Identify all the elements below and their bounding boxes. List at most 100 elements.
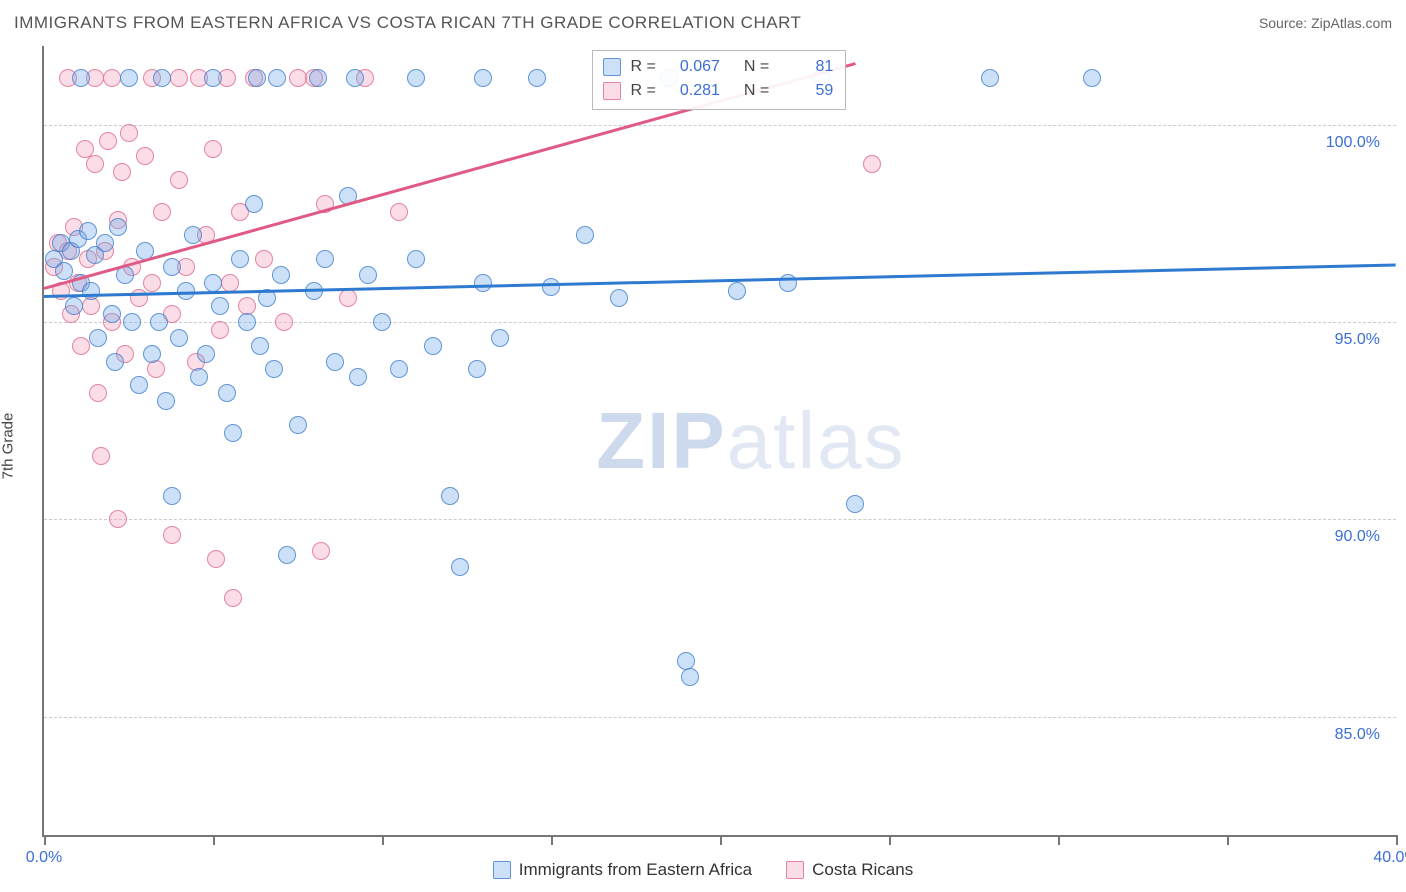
data-point — [248, 69, 266, 87]
data-point — [245, 195, 263, 213]
data-point — [207, 550, 225, 568]
plot-area: 85.0%90.0%95.0%100.0%0.0%40.0%R =0.067N … — [42, 46, 1396, 837]
stats-legend-row: R =0.281N =59 — [603, 79, 834, 103]
data-point — [528, 69, 546, 87]
data-point — [92, 447, 110, 465]
data-point — [681, 668, 699, 686]
data-point — [72, 337, 90, 355]
data-point — [390, 203, 408, 221]
data-point — [238, 313, 256, 331]
data-point — [1083, 69, 1101, 87]
legend-bottom: Immigrants from Eastern AfricaCosta Rica… — [0, 860, 1406, 880]
data-point — [289, 69, 307, 87]
data-point — [55, 262, 73, 280]
data-point — [610, 289, 628, 307]
data-point — [204, 140, 222, 158]
y-tick-label: 90.0% — [1331, 528, 1384, 546]
data-point — [204, 69, 222, 87]
data-point — [170, 171, 188, 189]
data-point — [224, 589, 242, 607]
data-point — [424, 337, 442, 355]
data-point — [109, 510, 127, 528]
data-point — [82, 282, 100, 300]
data-point — [863, 155, 881, 173]
data-point — [474, 69, 492, 87]
data-point — [846, 495, 864, 513]
data-point — [312, 542, 330, 560]
data-point — [120, 69, 138, 87]
data-point — [339, 289, 357, 307]
data-point — [106, 353, 124, 371]
data-point — [89, 384, 107, 402]
gridline — [44, 717, 1396, 718]
legend-item: Immigrants from Eastern Africa — [493, 860, 752, 880]
data-point — [150, 313, 168, 331]
data-point — [359, 266, 377, 284]
data-point — [542, 278, 560, 296]
data-point — [184, 226, 202, 244]
data-point — [289, 416, 307, 434]
data-point — [981, 69, 999, 87]
data-point — [153, 203, 171, 221]
data-point — [143, 274, 161, 292]
chart-title: IMMIGRANTS FROM EASTERN AFRICA VS COSTA … — [14, 13, 801, 33]
data-point — [197, 345, 215, 363]
data-point — [143, 345, 161, 363]
y-tick-label: 100.0% — [1322, 134, 1384, 152]
data-point — [221, 274, 239, 292]
data-point — [86, 155, 104, 173]
stats-legend: R =0.067N =81R =0.281N =59 — [592, 50, 847, 110]
data-point — [163, 258, 181, 276]
x-tick — [889, 835, 891, 845]
data-point — [441, 487, 459, 505]
x-tick — [382, 835, 384, 845]
x-tick — [44, 835, 46, 845]
data-point — [576, 226, 594, 244]
data-point — [163, 487, 181, 505]
data-point — [326, 353, 344, 371]
data-point — [130, 376, 148, 394]
data-point — [468, 360, 486, 378]
data-point — [103, 305, 121, 323]
data-point — [224, 424, 242, 442]
data-point — [113, 163, 131, 181]
data-point — [211, 321, 229, 339]
y-tick-label: 95.0% — [1331, 331, 1384, 349]
data-point — [103, 69, 121, 87]
data-point — [346, 69, 364, 87]
data-point — [373, 313, 391, 331]
data-point — [407, 69, 425, 87]
trend-line — [44, 263, 1396, 297]
data-point — [255, 250, 273, 268]
data-point — [82, 297, 100, 315]
data-point — [451, 558, 469, 576]
x-tick — [1396, 835, 1398, 845]
data-point — [218, 384, 236, 402]
data-point — [136, 147, 154, 165]
data-point — [309, 69, 327, 87]
y-tick-label: 85.0% — [1331, 726, 1384, 744]
data-point — [275, 313, 293, 331]
gridline — [44, 519, 1396, 520]
data-point — [204, 274, 222, 292]
data-point — [163, 526, 181, 544]
data-point — [491, 329, 509, 347]
data-point — [170, 329, 188, 347]
data-point — [96, 234, 114, 252]
data-point — [153, 69, 171, 87]
x-tick — [1058, 835, 1060, 845]
data-point — [65, 297, 83, 315]
x-tick — [720, 835, 722, 845]
data-point — [89, 329, 107, 347]
data-point — [190, 368, 208, 386]
source-label: Source: ZipAtlas.com — [1259, 15, 1392, 31]
data-point — [407, 250, 425, 268]
data-point — [278, 546, 296, 564]
data-point — [316, 250, 334, 268]
data-point — [99, 132, 117, 150]
data-point — [779, 274, 797, 292]
data-point — [390, 360, 408, 378]
data-point — [268, 69, 286, 87]
data-point — [231, 250, 249, 268]
data-point — [251, 337, 269, 355]
